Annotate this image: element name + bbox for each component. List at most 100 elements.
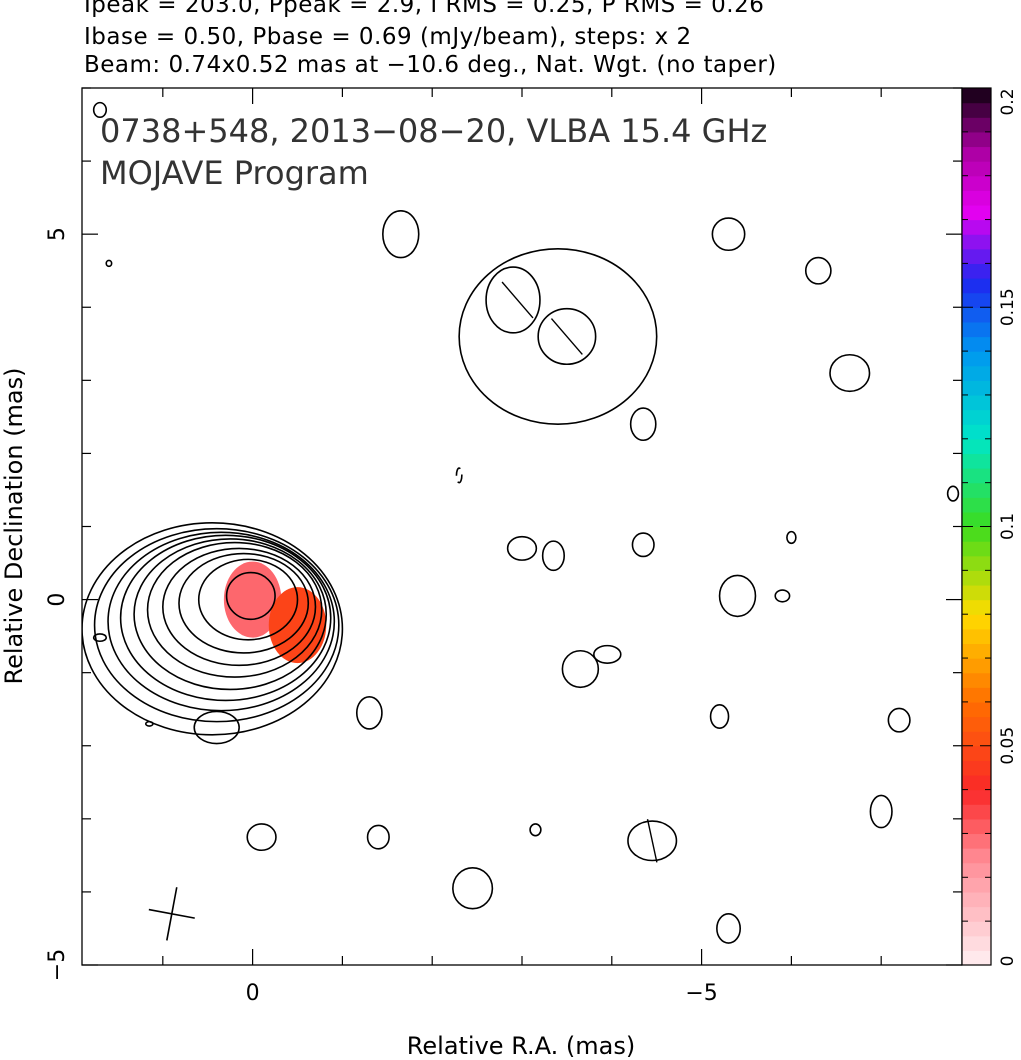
colorbar-step bbox=[962, 789, 991, 805]
noise-contour bbox=[92, 101, 108, 119]
colorbar-label: 0.2 bbox=[998, 88, 1018, 115]
colorbar-step bbox=[962, 117, 991, 133]
colorbar-label: 0.05 bbox=[998, 727, 1018, 765]
noise-contour bbox=[105, 259, 113, 268]
colorbar-step bbox=[962, 745, 991, 761]
colorbar-step bbox=[962, 570, 991, 586]
core-contour bbox=[133, 538, 328, 691]
colorbar-label: 0.15 bbox=[998, 288, 1018, 326]
colorbar-step bbox=[962, 584, 991, 601]
y-tick-label: −5 bbox=[45, 949, 70, 981]
noise-contour bbox=[804, 256, 832, 285]
colorbar-step bbox=[962, 555, 991, 571]
colorbar-step bbox=[962, 877, 991, 893]
noise-contour bbox=[382, 209, 420, 259]
colorbar-step bbox=[962, 321, 991, 338]
colorbar-step bbox=[962, 292, 991, 308]
noise-contour bbox=[246, 823, 277, 852]
jet-contour bbox=[458, 247, 658, 425]
colorbar-step bbox=[962, 804, 991, 820]
core-contour bbox=[162, 547, 317, 667]
noise-contour bbox=[786, 530, 797, 545]
colorbar-step bbox=[962, 161, 991, 177]
core-contour bbox=[178, 552, 310, 654]
colorbar-step bbox=[962, 731, 991, 747]
jet-contour bbox=[537, 307, 597, 366]
header-line-beam: Beam: 0.74x0.52 mas at −10.6 deg., Nat. … bbox=[84, 52, 777, 78]
colorbar: 0 0.05 0.1 0.15 0.2 bbox=[961, 87, 1018, 967]
noise-contour bbox=[627, 820, 678, 862]
noise-contour bbox=[355, 695, 383, 730]
plot-title: 0738+548, 2013−08−20, VLBA 15.4 GHz bbox=[100, 112, 767, 150]
jet-contour bbox=[485, 266, 541, 334]
noise-contour bbox=[452, 866, 494, 910]
colorbar-step bbox=[962, 511, 991, 528]
noise-contour bbox=[716, 913, 742, 944]
noise-contour bbox=[887, 707, 911, 733]
negative-contour bbox=[455, 467, 463, 484]
colorbar-step bbox=[962, 248, 991, 264]
polarization-pixel bbox=[268, 587, 327, 664]
colorbar-step bbox=[962, 701, 991, 718]
axis-ticks: 0 −5 5 0 −5 bbox=[45, 87, 962, 1006]
y-tick-label: 0 bbox=[45, 593, 70, 607]
x-axis-label: Relative R.A. (mas) bbox=[407, 1032, 635, 1060]
colorbar-step bbox=[962, 351, 991, 367]
noise-contour bbox=[631, 532, 655, 558]
colorbar-step bbox=[962, 818, 991, 835]
core-contour bbox=[82, 522, 344, 736]
colorbar-step bbox=[962, 438, 991, 455]
colorbar-step bbox=[962, 672, 991, 688]
colorbar-step bbox=[962, 541, 991, 557]
colorbar-step bbox=[962, 336, 991, 352]
colorbar-step bbox=[962, 204, 991, 221]
x-tick-label: 0 bbox=[246, 981, 260, 1006]
noise-contour bbox=[529, 823, 542, 837]
colorbar-step bbox=[962, 102, 991, 118]
colorbar-step bbox=[962, 278, 991, 294]
core-contour bbox=[146, 541, 323, 678]
colorbar-step bbox=[962, 935, 991, 951]
evpa-tick bbox=[646, 819, 658, 863]
colorbar-step bbox=[962, 146, 991, 162]
contour-layer bbox=[82, 101, 960, 944]
evpa-layer bbox=[501, 281, 658, 863]
colorbar-step bbox=[962, 643, 991, 659]
colorbar-step bbox=[962, 833, 991, 849]
colorbar-step bbox=[962, 497, 991, 513]
colorbar-step bbox=[962, 365, 991, 381]
colorbar-step bbox=[962, 526, 991, 542]
noise-contour bbox=[506, 535, 538, 561]
colorbar-step bbox=[962, 234, 991, 250]
colorbar-step bbox=[962, 716, 991, 732]
colorbar-step bbox=[962, 614, 991, 630]
noise-contour bbox=[718, 574, 757, 618]
colorbar-step bbox=[962, 599, 991, 615]
colorbar-step bbox=[962, 424, 991, 440]
polarization-layer bbox=[223, 561, 327, 664]
core-contour bbox=[119, 534, 332, 702]
core-contour bbox=[93, 527, 340, 723]
noise-contour bbox=[829, 353, 871, 393]
evpa-tick bbox=[550, 318, 583, 355]
plot-frame bbox=[81, 87, 963, 966]
colorbar-step bbox=[962, 394, 991, 411]
colorbar-step bbox=[962, 307, 991, 323]
header-line-base: Ibase = 0.50, Pbase = 0.69 (mJy/beam), s… bbox=[84, 24, 692, 50]
beam-layer bbox=[148, 887, 195, 941]
colorbar-step bbox=[962, 219, 991, 235]
noise-contour bbox=[366, 824, 390, 850]
colorbar-step bbox=[962, 628, 991, 645]
noise-contour bbox=[593, 644, 622, 664]
colorbar-label: 0 bbox=[998, 956, 1018, 967]
y-axis-label: Relative Declination (mas) bbox=[0, 367, 28, 684]
colorbar-step bbox=[962, 906, 991, 922]
noise-contour bbox=[774, 589, 791, 603]
header-line-peak: Ipeak = 203.0, Ppeak = 2.9, I RMS = 0.25… bbox=[84, 0, 765, 18]
noise-contour bbox=[561, 649, 600, 689]
colorbar-step bbox=[962, 950, 991, 966]
colorbar-step bbox=[962, 88, 991, 104]
colorbar-step bbox=[962, 409, 991, 425]
colorbar-step bbox=[962, 848, 991, 864]
